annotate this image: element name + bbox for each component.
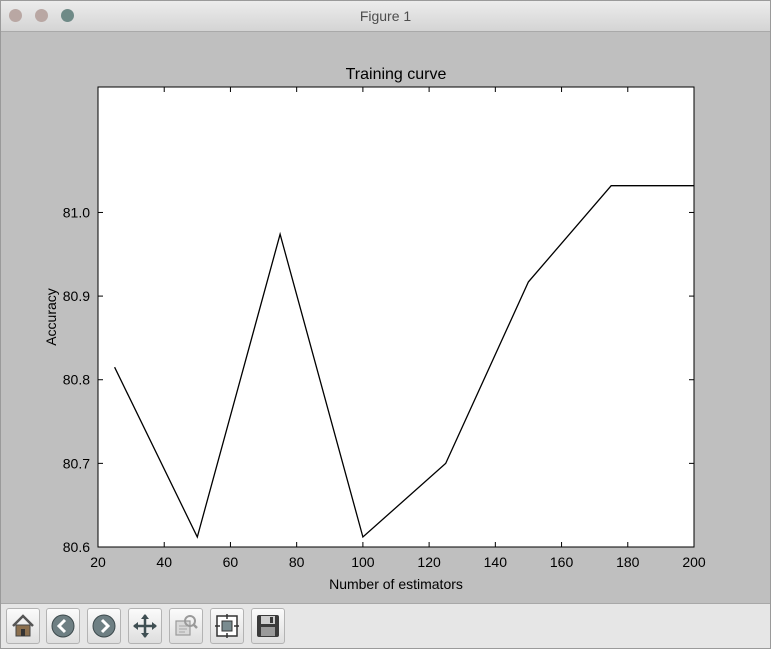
subplots-config-icon — [215, 614, 239, 638]
forward-button[interactable] — [87, 608, 121, 644]
forward-arrow-icon — [92, 614, 116, 638]
x-tick-label: 100 — [351, 554, 375, 570]
minimize-window-button[interactable] — [35, 9, 48, 22]
back-arrow-icon — [51, 614, 75, 638]
plot-area — [97, 86, 695, 548]
title-bar: Figure 1 — [1, 1, 770, 32]
back-button[interactable] — [46, 608, 80, 644]
home-button[interactable] — [6, 608, 40, 644]
y-axis-label: Accuracy — [43, 288, 59, 346]
y-tick-label: 80.9 — [63, 288, 90, 304]
chart-title: Training curve — [346, 66, 447, 83]
x-tick-label: 160 — [550, 554, 574, 570]
line-chart: 20 40 60 80 100 120 140 160 180 200 80.6 80.7 80.8 80… — [43, 66, 706, 592]
x-tick-label: 60 — [223, 554, 239, 570]
x-tick-label: 180 — [616, 554, 640, 570]
y-tick-label: 80.6 — [63, 539, 90, 555]
x-tick-label: 200 — [682, 554, 706, 570]
home-icon — [12, 614, 34, 637]
navigation-toolbar — [1, 603, 770, 648]
x-tick-label: 80 — [289, 554, 305, 570]
x-tick-label: 120 — [417, 554, 441, 570]
x-tick-label: 20 — [90, 554, 106, 570]
zoom-window-button[interactable] — [61, 9, 74, 22]
y-tick-label: 81.0 — [63, 204, 90, 220]
x-tick-label: 40 — [156, 554, 172, 570]
window-title: Figure 1 — [359, 8, 412, 24]
zoom-button[interactable] — [169, 608, 203, 644]
close-window-button[interactable] — [9, 9, 22, 22]
series-line — [114, 185, 694, 539]
x-axis-label: Number of estimators — [329, 576, 463, 592]
y-tick-label: 80.8 — [63, 372, 90, 388]
x-tick-label: 140 — [484, 554, 508, 570]
subplots-button[interactable] — [210, 608, 244, 644]
pan-button[interactable] — [128, 608, 162, 644]
zoom-rect-icon — [175, 615, 198, 636]
save-button[interactable] — [251, 608, 285, 644]
figure-canvas: 20 40 60 80 100 120 140 160 180 200 80.6 80.7 80.8 80… — [1, 32, 770, 603]
move-arrows-icon — [133, 614, 157, 638]
y-tick-label: 80.7 — [63, 455, 90, 471]
floppy-disk-icon — [257, 615, 279, 637]
axis-ticks: 20 40 60 80 100 120 140 160 180 200 80.6 80.7 80.8 80… — [63, 87, 706, 570]
